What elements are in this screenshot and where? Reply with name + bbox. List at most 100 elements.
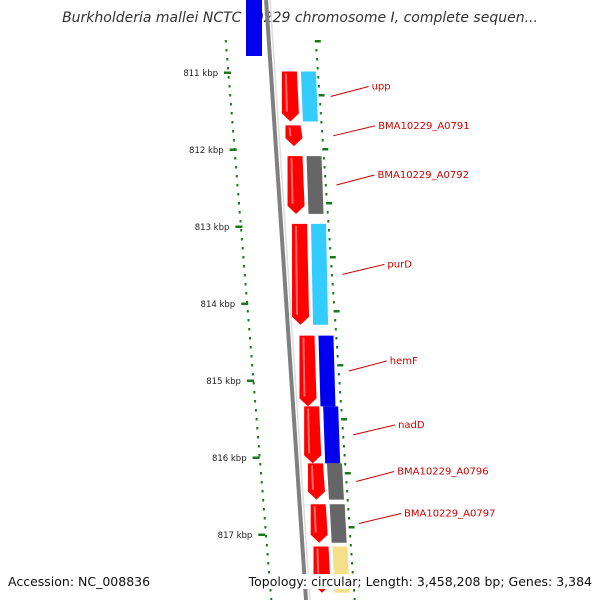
guide-dot	[346, 499, 349, 502]
guide-dot	[231, 121, 234, 124]
guide-dot	[327, 229, 330, 232]
leader-line	[356, 471, 395, 482]
tick-label: 814 kbp	[201, 300, 236, 310]
guide-dot	[339, 391, 342, 394]
guide-dot	[343, 454, 346, 457]
gene-labels: upp BMA10229_A0791 BMA10229_A0792 purD hemF n…	[330, 82, 495, 524]
guide-dot	[258, 454, 261, 457]
guide-dot	[239, 220, 242, 223]
guide-dot	[340, 409, 343, 412]
cds-arrow	[299, 335, 317, 407]
guide-dot	[344, 463, 347, 466]
guide-dot	[315, 49, 318, 52]
guide-dot	[257, 436, 260, 439]
leader-line	[333, 125, 376, 137]
guide-dot	[236, 184, 239, 187]
guide-dot	[255, 418, 258, 421]
guide-dot	[335, 337, 338, 340]
tick-mark	[241, 302, 249, 305]
topology-summary: Topology: circular; Length: 3,458,208 bp…	[248, 574, 592, 589]
guide-dot	[263, 517, 266, 520]
guide-dot	[332, 292, 335, 295]
guide-dot	[325, 193, 328, 196]
guide-dot	[269, 589, 272, 592]
guide-dot	[348, 517, 350, 520]
guide-dot	[228, 85, 231, 88]
gene-label: upp	[372, 82, 391, 93]
guide-dot	[238, 211, 241, 214]
guide-dot	[241, 247, 244, 250]
guide-dot	[264, 526, 267, 529]
guide-dot	[270, 598, 273, 600]
accession-label: Accession: NC_008836	[8, 574, 151, 589]
guide-dot	[265, 535, 268, 538]
guide-dot	[317, 85, 320, 88]
guide-dash	[326, 202, 333, 205]
gene-feature	[292, 223, 329, 325]
cds-shine	[290, 158, 294, 204]
guide-dash	[322, 148, 329, 151]
guide-dot	[243, 265, 246, 268]
backbone-layer	[264, 0, 311, 600]
map-title: Burkholderia mallei NCTC 10229 chromosom…	[62, 10, 538, 26]
guide-dot	[332, 301, 335, 304]
guide-dot	[353, 589, 355, 592]
guide-dot	[268, 571, 271, 574]
leader-line	[352, 424, 396, 436]
guide-dot	[224, 40, 227, 43]
guide-dot	[260, 472, 262, 475]
leader-line	[330, 86, 369, 97]
guide-dash	[329, 256, 336, 259]
guide-dot	[251, 364, 254, 367]
guide-dot	[321, 130, 324, 133]
gene-feature	[281, 71, 318, 122]
cog-band	[329, 504, 347, 543]
cds-arrow	[287, 156, 305, 214]
tick-mark	[246, 379, 254, 382]
tick-label: 813 kbp	[195, 223, 230, 233]
guide-dot	[267, 562, 270, 565]
tick-label: 811 kbp	[183, 69, 218, 79]
scale-ticks: 811 kbp 812 kbp 813 kbp 814 kbp 815 kbp 816 k…	[183, 69, 266, 541]
guide-dot	[320, 121, 323, 124]
tick-label: 817 kbp	[218, 531, 253, 541]
leader-line	[358, 513, 402, 524]
guide-dot	[240, 238, 243, 241]
guide-dot	[326, 211, 329, 214]
guide-dot	[260, 481, 263, 484]
guide-dot	[351, 562, 354, 565]
cog-band	[306, 156, 324, 214]
guide-dot	[328, 238, 331, 241]
guide-dot	[226, 58, 229, 61]
cds-arrow	[281, 71, 299, 122]
gene-label: hemF	[390, 356, 418, 367]
guide-dot	[259, 463, 262, 466]
tick-mark	[229, 148, 237, 151]
guide-dot	[336, 346, 339, 349]
guide-dash	[333, 310, 340, 313]
guide-dot	[341, 427, 344, 430]
cds-arrow	[310, 504, 328, 543]
cds-shine	[310, 465, 314, 490]
guide-dot	[252, 382, 255, 385]
cds-shine	[295, 225, 299, 315]
guide-dot	[345, 481, 348, 484]
guide-dot	[343, 445, 345, 448]
guide-dash	[337, 364, 344, 367]
guide-dot	[319, 112, 322, 115]
tick-mark	[258, 533, 266, 536]
guide-dot	[266, 553, 269, 556]
guide-dot	[242, 256, 245, 259]
guide-dot	[317, 76, 320, 79]
guide-dot	[334, 328, 337, 331]
guide-dot	[350, 553, 353, 556]
backbone-line	[264, 0, 308, 600]
gene-feature	[285, 125, 303, 147]
guide-dot	[251, 373, 254, 376]
tick-label: 816 kbp	[212, 454, 247, 464]
gene-label: purD	[387, 259, 412, 270]
guide-dot	[249, 337, 251, 340]
guide-dash	[348, 526, 355, 529]
guide-dot	[249, 346, 252, 349]
